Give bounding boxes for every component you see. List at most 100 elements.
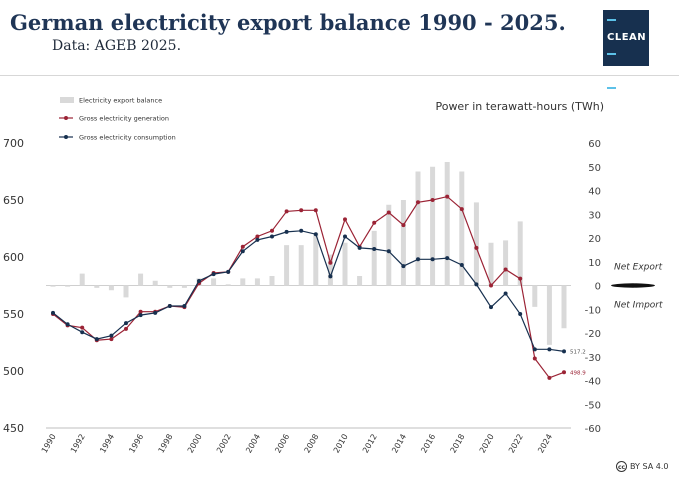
right-axis-tick: 50 (588, 163, 601, 174)
legend-label-export-balance: Electricity export balance (79, 97, 162, 105)
export-balance-bar (517, 221, 523, 286)
export-balance-bar (386, 204, 392, 286)
gross-generation-point (313, 208, 318, 213)
x-axis-tick: 2006 (273, 433, 291, 455)
export-balance-bar (473, 202, 479, 286)
gross-generation-point (401, 223, 406, 228)
export-balance-bar (225, 284, 231, 286)
logo-line-2: ENERGY (607, 46, 654, 80)
gross-consumption-point (94, 337, 99, 342)
gross-generation-point (240, 244, 245, 249)
gross-generation-point (299, 208, 304, 213)
logo-line-3: WIRE (607, 80, 645, 114)
gross-consumption-point (372, 247, 377, 252)
gross-consumption-point (270, 234, 274, 239)
generation-end-label: 498.9 (570, 370, 586, 376)
right-axis-tick: 0 (595, 282, 601, 293)
right-axis-tick: 40 (588, 187, 601, 198)
gross-consumption-point (503, 291, 508, 296)
export-balance-bar (181, 285, 187, 288)
x-axis-tick: 2008 (303, 433, 321, 455)
creative-commons-icon: cc (616, 461, 627, 472)
gross-consumption-point (65, 322, 70, 327)
gross-generation-point (109, 337, 114, 342)
export-balance-bar (167, 285, 173, 288)
consumption-end-label: 517.2 (570, 349, 586, 355)
legend-marker (64, 135, 68, 139)
x-axis-tick: 2024 (536, 433, 554, 455)
x-axis-tick: 2004 (244, 433, 262, 455)
left-axis-tick: 550 (3, 308, 24, 321)
gross-generation-point (562, 370, 566, 375)
export-balance-bar (327, 254, 333, 286)
gross-generation-point (270, 228, 274, 233)
gross-consumption-point (138, 313, 143, 318)
gross-generation-point (445, 194, 450, 199)
x-axis-tick: 1996 (127, 433, 145, 455)
gross-consumption-line (52, 230, 565, 352)
license-badge: cc BY SA 4.0 (616, 461, 668, 472)
gross-consumption-point (386, 249, 391, 254)
export-balance-bar (50, 285, 56, 287)
x-axis-tick: 2020 (478, 433, 496, 455)
x-axis-tick: 2018 (449, 433, 467, 455)
x-axis-tick: 1990 (40, 433, 58, 455)
gross-consumption-point (167, 304, 172, 309)
x-axis-tick: 1992 (69, 433, 87, 455)
gross-generation-point (459, 207, 464, 212)
gross-consumption-point (109, 333, 114, 338)
gross-generation-line (52, 195, 565, 379)
export-balance-bar (342, 242, 348, 286)
gross-generation-point (474, 245, 479, 250)
export-balance-bar (357, 276, 363, 286)
gross-generation-point (372, 220, 377, 225)
logo-line-1: CLEAN (607, 12, 646, 46)
gross-generation-point (489, 283, 493, 288)
export-balance-bar (546, 285, 552, 345)
x-axis-tick: 2012 (361, 433, 379, 455)
gross-generation-point (532, 356, 537, 361)
legend-marker (64, 116, 68, 120)
gross-consumption-point (474, 282, 479, 287)
right-axis-tick: -20 (585, 329, 601, 340)
export-balance-bar (269, 276, 275, 286)
x-axis-tick: 2002 (215, 433, 233, 455)
legend-label-generation: Gross electricity generation (79, 115, 169, 123)
export-balance-bar (240, 278, 246, 286)
gross-consumption-point (313, 232, 318, 237)
gross-consumption-point (343, 234, 347, 239)
gross-consumption-point (80, 330, 85, 335)
gross-consumption-point (401, 264, 406, 269)
export-balance-bar (152, 280, 158, 286)
net-import-label: Net Import (614, 301, 663, 311)
x-axis-tick: 2022 (507, 433, 525, 455)
net-export-label: Net Export (614, 263, 663, 273)
gross-consumption-point (299, 228, 304, 233)
export-balance-bar (211, 278, 217, 286)
export-balance-bar (108, 285, 114, 291)
gross-generation-point (138, 309, 143, 314)
left-axis-tick: 650 (3, 194, 24, 207)
export-balance-bar (503, 240, 509, 286)
gross-consumption-point (211, 272, 216, 277)
export-balance-bar (254, 278, 260, 286)
gross-consumption-point (430, 257, 435, 262)
gross-generation-point (386, 210, 391, 215)
right-axis-tick: -10 (585, 305, 601, 316)
chart-subtitle: Data: AGEB 2025. (52, 38, 182, 54)
left-axis-tick: 450 (3, 422, 24, 435)
left-axis-tick: 500 (3, 365, 24, 378)
gross-generation-point (416, 200, 420, 205)
x-axis-tick: 1994 (98, 433, 116, 455)
export-balance-bar (284, 245, 290, 286)
gross-consumption-point (51, 310, 55, 315)
gross-generation-point (328, 260, 333, 265)
right-axis-tick: 30 (588, 210, 601, 221)
legend-label-consumption: Gross electricity consumption (79, 134, 176, 142)
export-balance-bar (123, 285, 129, 298)
gross-consumption-point (532, 347, 537, 352)
right-axis-tick: -30 (585, 353, 601, 364)
export-balance-bar (400, 200, 406, 286)
left-axis-tick: 700 (3, 137, 24, 150)
